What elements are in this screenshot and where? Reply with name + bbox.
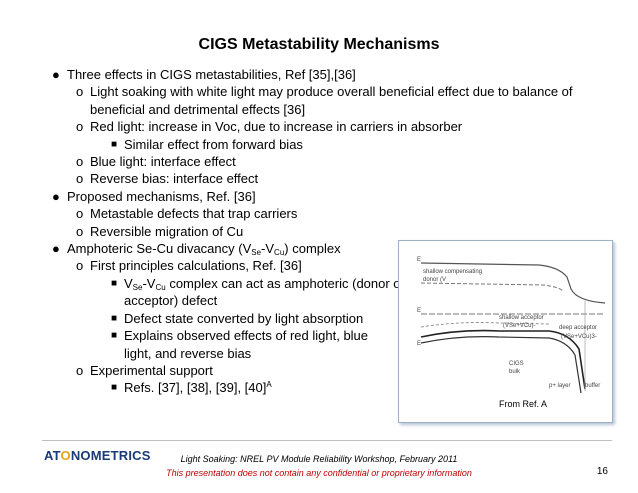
bullet-item: ■ Similar effect from forward bias xyxy=(111,136,303,152)
bullet-item: o Reverse bias: interface effect xyxy=(76,171,259,187)
bullet-item: ● Three effects in CIGS metastabilities, … xyxy=(52,67,356,82)
footer-disclaimer: This presentation does not contain any c… xyxy=(166,468,472,478)
bullet-item: o Experimental support xyxy=(76,362,213,378)
shallow-acc2-label: (VSe+VCu)- xyxy=(503,323,536,329)
ec-label: E xyxy=(417,257,421,263)
bullet-circle-icon: o xyxy=(76,258,84,274)
bullet-square-icon: ■ xyxy=(111,312,118,324)
deep-acc-label: deep acceptor xyxy=(559,325,597,331)
sun-icon: O xyxy=(60,448,71,463)
bullet-square-icon: ■ xyxy=(111,330,118,342)
bullet-item: o Light soaking with white light may prod… xyxy=(76,84,573,117)
bullet-item: o Reversible migration of Cu xyxy=(76,223,244,239)
shallow-comp-label: shallow compensating xyxy=(423,269,482,275)
cigs-label: CIGS xyxy=(509,361,524,367)
bullet-square-icon: ■ xyxy=(111,138,118,150)
band-diagram: E shallow compensating donor (V E shallo… xyxy=(417,257,606,394)
bullet-dot-icon: ● xyxy=(52,188,60,204)
bullet-circle-icon: o xyxy=(76,362,84,378)
bullet-item: ● Proposed mechanisms, Ref. [36] xyxy=(52,188,256,204)
bullet-circle-icon: o xyxy=(76,84,84,100)
bullet-dot-icon: ● xyxy=(52,67,60,82)
page-number: 16 xyxy=(596,466,608,477)
bullet-list: ● Three effects in CIGS metastabilities, … xyxy=(52,66,622,397)
bullet-item: o Metastable defects that trap carriers xyxy=(76,206,298,222)
bullet-circle-icon: o xyxy=(76,206,84,222)
footer-divider xyxy=(42,440,612,441)
footer-citation: Light Soaking: NREL PV Module Reliabilit… xyxy=(180,454,458,464)
bullet-dot-icon: ● xyxy=(52,241,60,257)
bullet-circle-icon: o xyxy=(76,171,84,187)
bullet-item: ■ Refs. [37], [38], [39], [40]A xyxy=(111,380,272,396)
bullet-circle-icon: o xyxy=(76,154,84,170)
bullet-item: o First principles calculations, Ref. [36… xyxy=(76,258,302,274)
bullet-item: ■ VSe-VCu complex can act as amphoteric (… xyxy=(111,275,405,309)
bullet-item: ● Amphoteric Se-Cu divacancy (VSe-VCu) co… xyxy=(52,241,341,258)
donor-label: donor (V xyxy=(423,277,446,283)
ev-label: E xyxy=(417,341,421,347)
bulk-label: bulk xyxy=(509,369,521,375)
slide-title: CIGS Metastability Mechanisms xyxy=(198,36,440,53)
bullet-circle-icon: o xyxy=(76,119,84,135)
bullet-item: o Red light: increase in Voc, due to incr… xyxy=(76,119,463,135)
band-diagram-figure: E shallow compensating donor (V E shallo… xyxy=(398,240,613,423)
bullet-item: ■ Defect state converted by light absorpt… xyxy=(111,310,364,326)
bullet-item: o Blue light: interface effect xyxy=(76,154,236,170)
bullet-circle-icon: o xyxy=(76,223,84,239)
player-label: p+ layer xyxy=(549,383,571,389)
bullet-item: ■ Explains observed effects of red light,… xyxy=(111,328,369,361)
deep-acc2-label: (VSe+VCu)3- xyxy=(561,334,597,340)
bullet-square-icon: ■ xyxy=(111,277,118,289)
ef-label: E xyxy=(417,308,421,314)
atonometrics-logo: ATONOMETRICS xyxy=(44,448,151,463)
buffer-label: buffer xyxy=(585,383,600,389)
figure-caption: From Ref. A xyxy=(499,399,548,409)
bullet-square-icon: ■ xyxy=(111,382,118,394)
shallow-acc-label: shallow acceptor xyxy=(499,315,544,321)
